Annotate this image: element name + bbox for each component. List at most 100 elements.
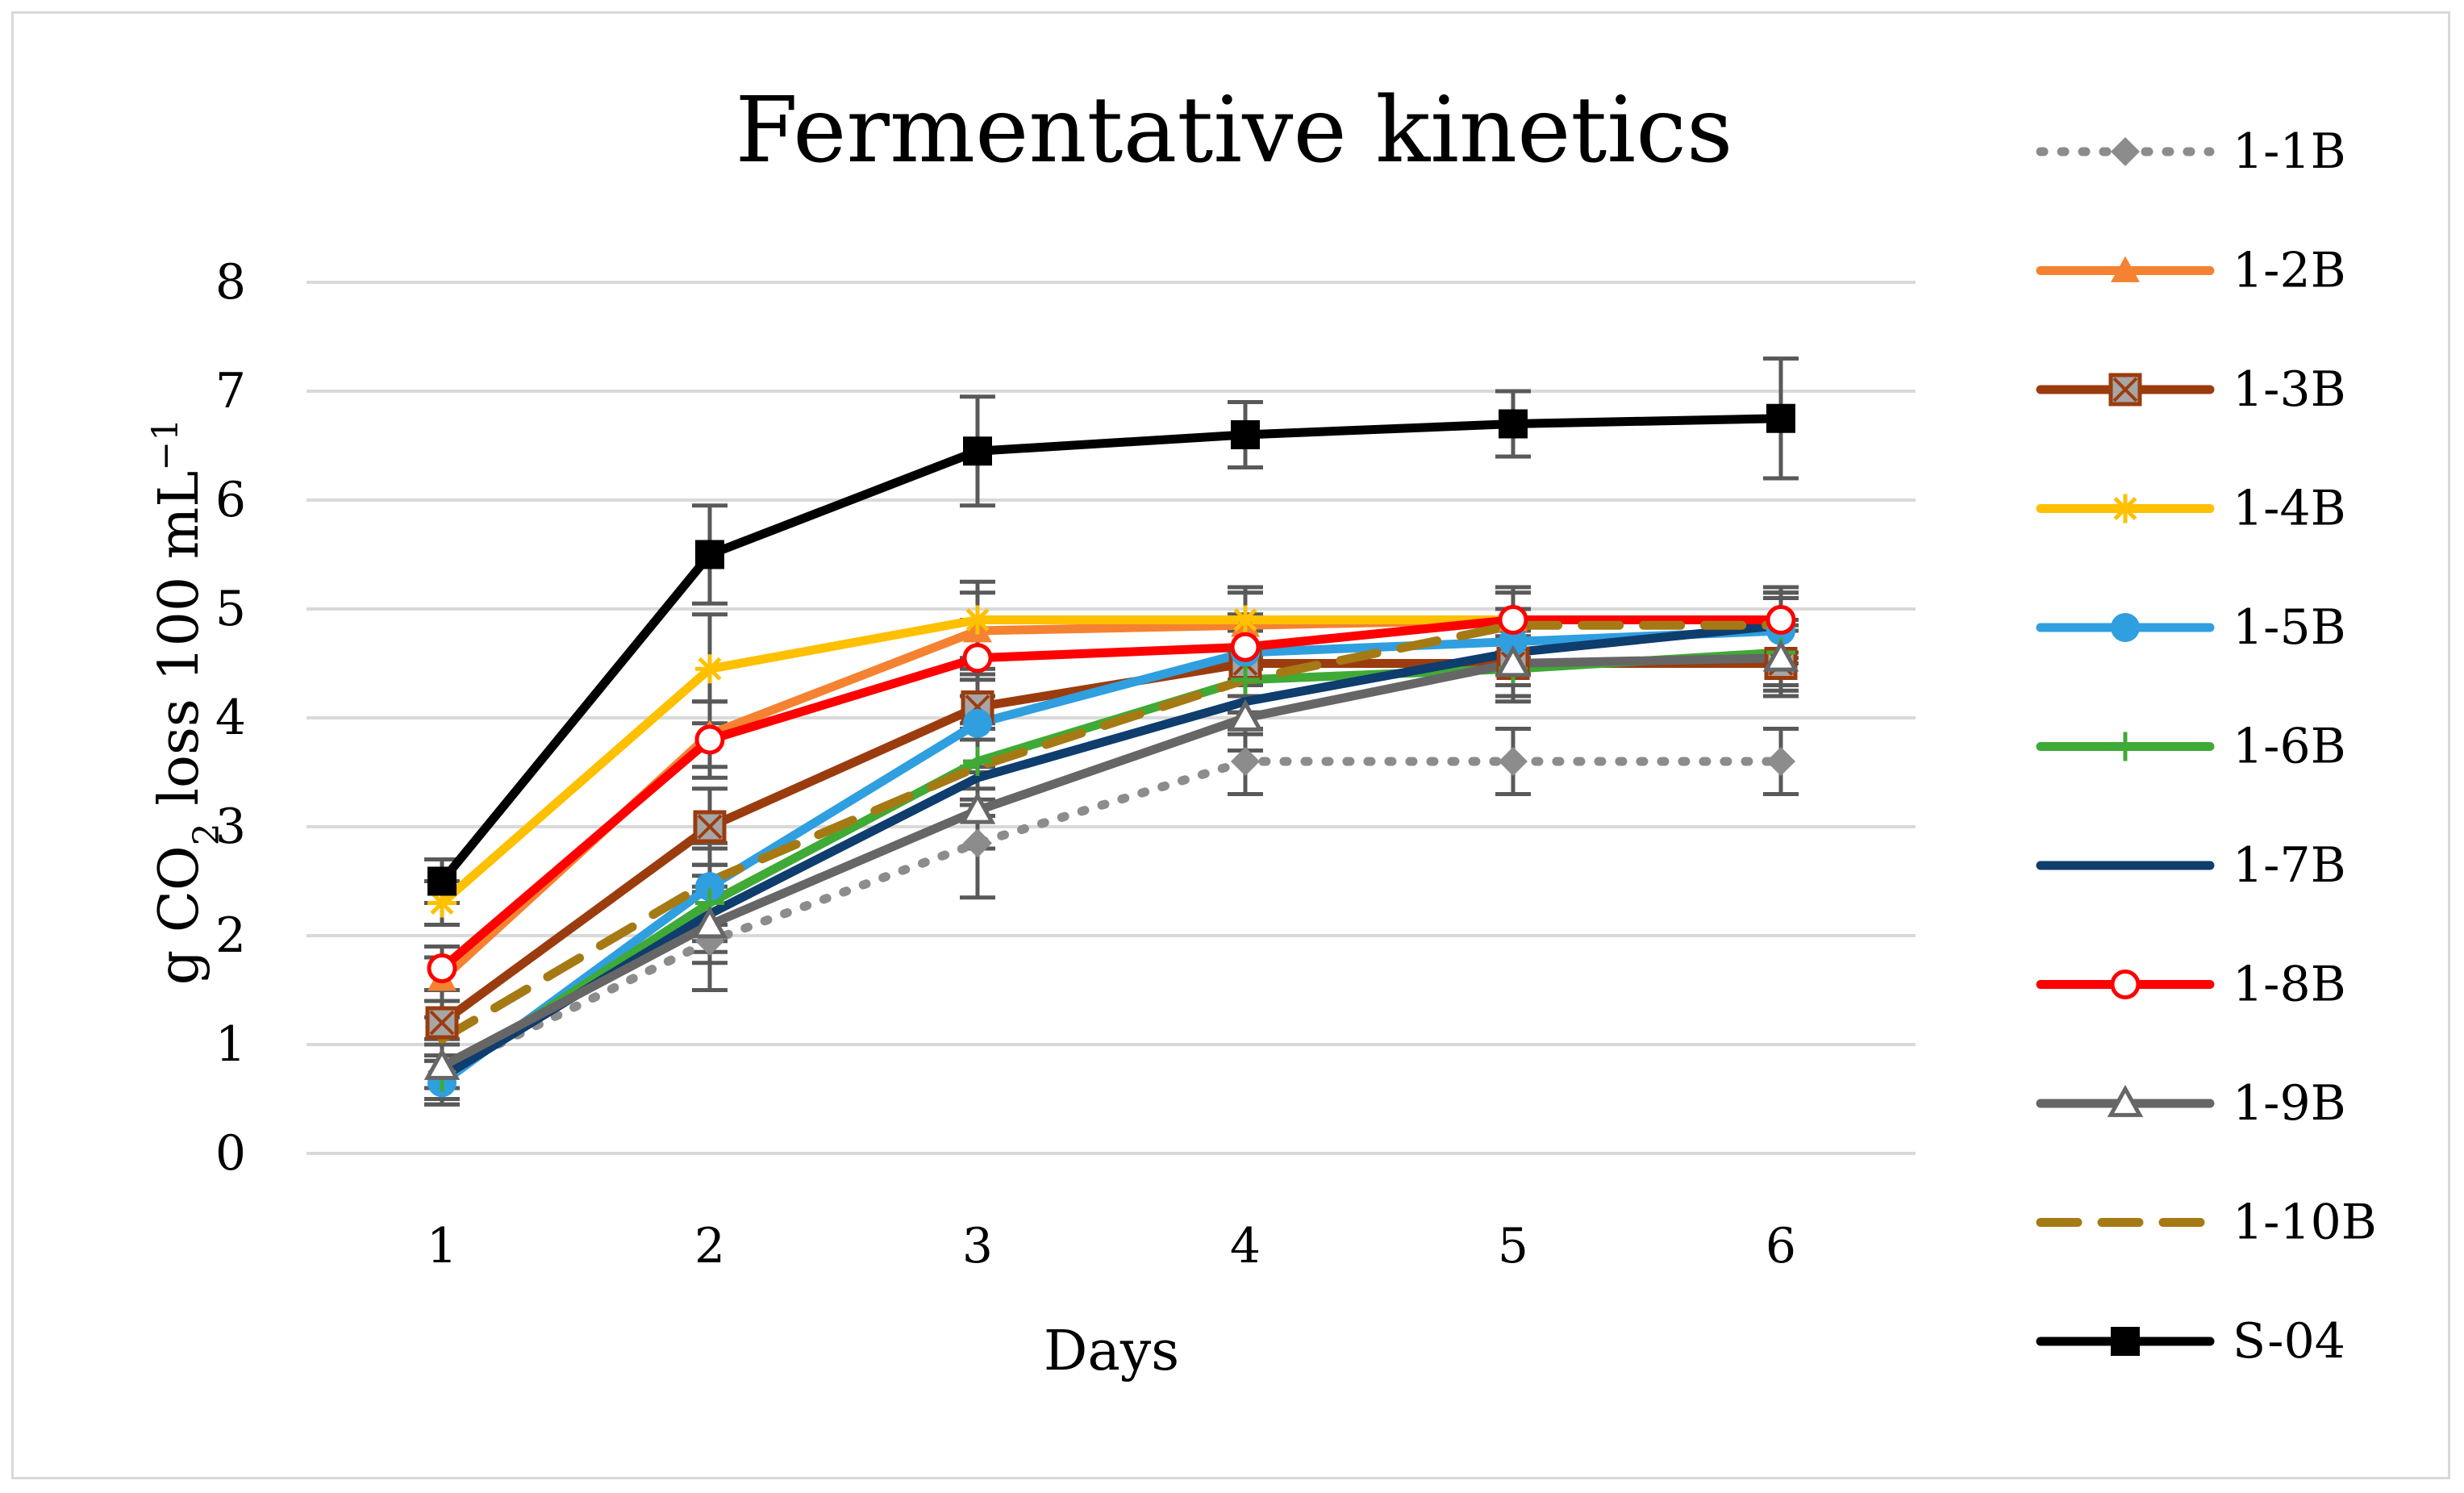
legend-entry-1-9b: 1-9B [2036, 1075, 2346, 1132]
y-tick-label: 5 [215, 581, 246, 637]
marker-1-4b-2 [695, 654, 724, 684]
marker-1-9b-5 [1495, 644, 1532, 678]
legend-label: 1-1B [2233, 123, 2346, 180]
series-line-1-9b [437, 653, 1786, 1071]
legend-label: 1-8B [2233, 957, 2346, 1013]
legend-label: 1-6B [2233, 719, 2346, 775]
y-tick-label: 1 [215, 1016, 246, 1073]
legend-swatch-marker [2111, 256, 2140, 282]
marker-1-1b-4 [1231, 747, 1260, 776]
marker-1-8b-1 [427, 953, 457, 983]
marker-1-8b-4 [1230, 632, 1261, 662]
x-tick-label: 5 [1498, 1218, 1528, 1274]
legend-label: 1-2B [2233, 243, 2346, 299]
legend-label: 1-10B [2233, 1195, 2377, 1251]
series-markers [423, 403, 1799, 1098]
marker-s-04-3 [963, 436, 992, 466]
marker-1-8b-3 [962, 643, 993, 674]
marker-1-5b-3 [963, 708, 992, 738]
y-tick-label: 8 [215, 254, 246, 311]
x-axis-label: Days [1044, 1320, 1179, 1383]
legend-entry-1-3b: 1-3B [2036, 361, 2346, 418]
marker-1-1b-3 [963, 828, 992, 858]
legend-entry-1-4b: 1-4B [2036, 481, 2346, 537]
marker-s-04-5 [1499, 409, 1528, 439]
y-axis-label-prefix: g CO [148, 845, 211, 985]
marker-1-5b-2 [695, 872, 724, 902]
legend-label: 1-3B [2233, 361, 2346, 418]
legend-entry-1-8b: 1-8B [2036, 957, 2346, 1013]
legend-swatch-marker [2111, 613, 2140, 642]
legend-label: 1-4B [2233, 481, 2346, 537]
legend-label: S-04 [2233, 1313, 2345, 1370]
x-tick-label: 6 [1766, 1218, 1796, 1274]
chart-title: Fermentative kinetics [736, 78, 1733, 183]
marker-1-8b-2 [694, 724, 725, 755]
series-line-1-10b [437, 620, 1786, 1044]
legend-entry-1-1b: 1-1B [2036, 123, 2346, 180]
legend-swatch-marker [2108, 373, 2142, 407]
series-line-1-1b [437, 757, 1786, 1077]
marker-1-8b-6 [1766, 605, 1796, 635]
legend: 1-1B 1-2B 1-3B 1-4B 1-5B 1-6B 1-7B 1-8B 1-9B 1-10… [2036, 123, 2377, 1370]
x-tick-label: 3 [962, 1218, 993, 1274]
legend-entry-1-5b: 1-5B [2036, 599, 2346, 656]
y-tick-label: 2 [215, 907, 246, 964]
legend-swatch-marker [2111, 1327, 2140, 1356]
marker-1-1b-5 [1499, 747, 1528, 776]
marker-1-4b-4 [1231, 605, 1260, 635]
series-line-s-04 [437, 414, 1786, 886]
series-line-1-6b [437, 648, 1786, 1082]
marker-1-8b-5 [1498, 605, 1528, 635]
marker-s-04-4 [1231, 420, 1260, 449]
legend-label: 1-5B [2233, 599, 2346, 656]
y-tick-label: 7 [215, 363, 246, 419]
marker-1-9b-1 [423, 1047, 461, 1080]
y-axis-label-subscript: 2 [186, 823, 227, 845]
y-axis-label-suffix: loss 100 mL [148, 471, 211, 824]
marker-1-3b-1 [425, 1006, 459, 1040]
marker-s-04-2 [695, 540, 724, 569]
series-line-1-7b [437, 620, 1786, 1082]
legend-swatch-marker [2111, 494, 2140, 523]
legend-swatch-marker [2110, 970, 2141, 999]
legend-swatch-marker [2111, 137, 2140, 166]
y-tick-label: 3 [215, 799, 246, 855]
x-axis-ticks: 1 2 3 4 5 6 [427, 1218, 1796, 1274]
marker-1-1b-6 [1766, 747, 1795, 776]
series-lines [437, 414, 1786, 1087]
marker-1-9b-4 [1227, 699, 1264, 732]
series-line-1-5b [437, 626, 1786, 1087]
marker-s-04-6 [1766, 403, 1795, 433]
series-line-1-8b [437, 615, 1786, 973]
marker-1-6b-3 [963, 747, 992, 776]
legend-entry-1-7b: 1-7B [2036, 837, 2346, 894]
marker-1-3b-2 [693, 810, 727, 844]
legend-label: 1-7B [2233, 837, 2346, 894]
marker-1-9b-2 [691, 906, 728, 939]
y-tick-label: 0 [215, 1125, 246, 1182]
legend-entry-s-04: S-04 [2036, 1313, 2345, 1370]
legend-swatch-marker [2111, 732, 2140, 761]
x-tick-label: 4 [1230, 1218, 1261, 1274]
marker-1-4b-1 [427, 888, 457, 918]
y-tick-label: 6 [215, 472, 246, 528]
legend-entry-1-6b: 1-6B [2036, 719, 2346, 775]
x-tick-label: 2 [694, 1218, 725, 1274]
y-axis-ticks: 0 1 2 3 4 5 6 7 8 [215, 254, 246, 1182]
legend-label: 1-9B [2233, 1075, 2346, 1132]
error-bars [424, 357, 1799, 1107]
legend-swatch-marker [2107, 1084, 2144, 1117]
y-axis-label: g CO2 loss 100 mL−1 [145, 419, 227, 986]
y-axis-label-superscript: −1 [145, 419, 186, 471]
marker-1-5b-5 [1499, 627, 1528, 657]
gridlines [306, 281, 1916, 1155]
marker-1-6b-4 [1231, 665, 1260, 694]
marker-1-4b-3 [963, 605, 992, 635]
legend-entry-1-10b: 1-10B [2036, 1195, 2377, 1251]
marker-1-9b-3 [959, 791, 996, 824]
legend-entry-1-2b: 1-2B [2036, 243, 2346, 299]
marker-s-04-1 [427, 866, 457, 896]
marker-1-9b-6 [1762, 639, 1799, 672]
